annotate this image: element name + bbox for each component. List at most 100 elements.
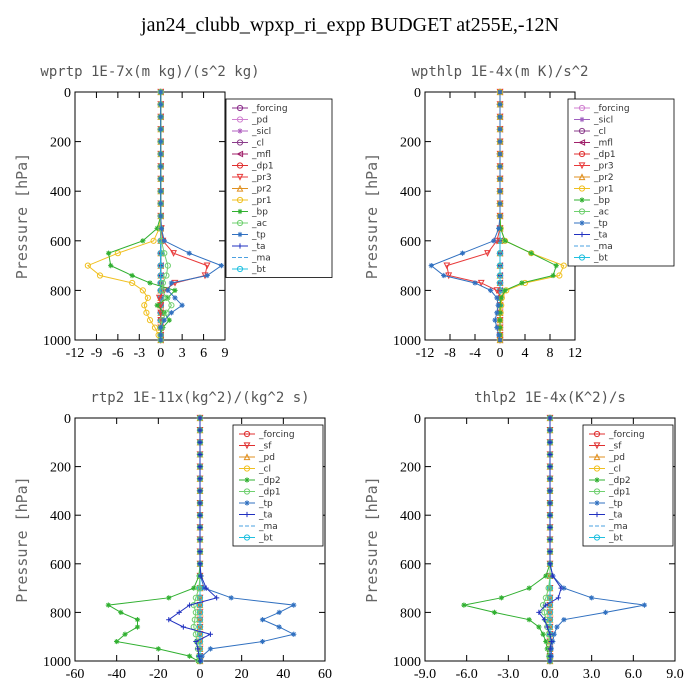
legend-marker (236, 162, 244, 169)
data-point (140, 238, 146, 244)
data-point (494, 325, 500, 331)
legend-marker (594, 500, 600, 506)
data-point (519, 280, 525, 286)
data-point (540, 631, 546, 637)
data-point (197, 439, 203, 445)
data-point (197, 464, 203, 470)
data-point (207, 646, 214, 652)
series-line (499, 92, 565, 340)
y-tick-label: 1000 (43, 655, 71, 670)
data-point (195, 585, 203, 592)
legend-label: _bt (608, 534, 623, 544)
data-point (155, 294, 163, 302)
data-point (118, 609, 124, 615)
data-point (494, 310, 500, 316)
data-point (192, 609, 199, 616)
data-point (550, 573, 556, 579)
legend-label: _bp (251, 208, 268, 218)
legend-marker (578, 254, 586, 261)
data-point (154, 225, 160, 231)
data-point (276, 624, 282, 630)
data-point (161, 238, 167, 244)
data-point (554, 624, 560, 630)
legend-label: _forcing (608, 430, 645, 440)
data-point (497, 126, 503, 132)
data-point (195, 646, 201, 652)
figure-title: jan24_clubb_wpxp_ri_expp BUDGET at255E,-… (141, 14, 559, 36)
legend-label: _forcing (251, 104, 288, 114)
data-point (158, 151, 164, 157)
data-point (197, 549, 203, 555)
x-tick-label: -8 (444, 346, 456, 361)
data-point (157, 272, 164, 279)
y-tick-label: 400 (400, 509, 421, 524)
legend-marker (237, 128, 243, 134)
x-tick-label: 6.0 (625, 667, 643, 682)
legend-label: _sf (608, 442, 622, 452)
legend-label: _mfl (593, 139, 613, 149)
data-point (166, 617, 172, 623)
panel-rtp2: rtp2 1E-11x(kg^2)/(kg^2 s) Pressure [hPa]… (13, 390, 332, 682)
data-point (484, 250, 491, 257)
data-point (443, 262, 451, 270)
y-tick-label: 800 (50, 606, 71, 621)
y-tick-label: 200 (50, 136, 71, 151)
data-point (197, 658, 203, 664)
legend-label: _sf (258, 442, 272, 452)
x-tick-label: -9.0 (414, 667, 436, 682)
data-point (472, 280, 478, 286)
data-point (161, 250, 168, 257)
data-point (589, 595, 595, 601)
data-point (165, 287, 171, 293)
data-point (497, 325, 503, 331)
data-point (546, 594, 554, 601)
legend-marker (243, 465, 251, 472)
y-tick-label: 1000 (393, 334, 421, 349)
data-point (543, 573, 549, 579)
y-tick-label: 600 (50, 558, 71, 573)
data-point (168, 310, 175, 316)
legend-label: _cl (258, 465, 271, 475)
x-tick-label: -6 (112, 346, 124, 361)
x-tick-label: 40 (276, 667, 290, 682)
data-point (259, 617, 266, 623)
y-tick-label: 1000 (393, 655, 421, 670)
data-point (197, 500, 203, 506)
legend-marker (579, 220, 585, 226)
data-point (547, 512, 553, 518)
legend-marker (578, 173, 586, 181)
x-tick-label: -3 (133, 346, 145, 361)
data-point (197, 476, 203, 482)
legend-label: _cl (593, 127, 606, 137)
legend-label: _tp (608, 499, 623, 509)
series-pr1 (84, 88, 164, 344)
legend-marker (593, 430, 601, 438)
legend-label: _ac (251, 219, 267, 229)
data-point (497, 176, 503, 182)
x-tick-label: 0 (157, 346, 164, 361)
data-point (151, 324, 159, 331)
data-point (147, 280, 153, 286)
legend-label: _dp2 (258, 476, 281, 486)
data-point (186, 653, 193, 659)
data-point (276, 609, 282, 615)
data-point (526, 617, 532, 623)
data-point (496, 272, 504, 279)
legend-marker (579, 231, 585, 238)
data-point (158, 188, 164, 194)
legend-marker (578, 208, 586, 215)
data-point (199, 653, 205, 659)
data-point (488, 287, 494, 293)
data-point (203, 585, 209, 591)
legend-marker (243, 430, 251, 438)
legend-label: _tp (251, 231, 266, 241)
legend-marker (236, 219, 244, 227)
legend-marker (578, 104, 586, 112)
x-tick-label: 8 (547, 346, 554, 361)
legend-label: _bp (593, 196, 610, 206)
data-point (218, 263, 225, 269)
data-point (163, 294, 170, 301)
x-tick-label: -60 (66, 667, 85, 682)
series-line (499, 92, 557, 340)
